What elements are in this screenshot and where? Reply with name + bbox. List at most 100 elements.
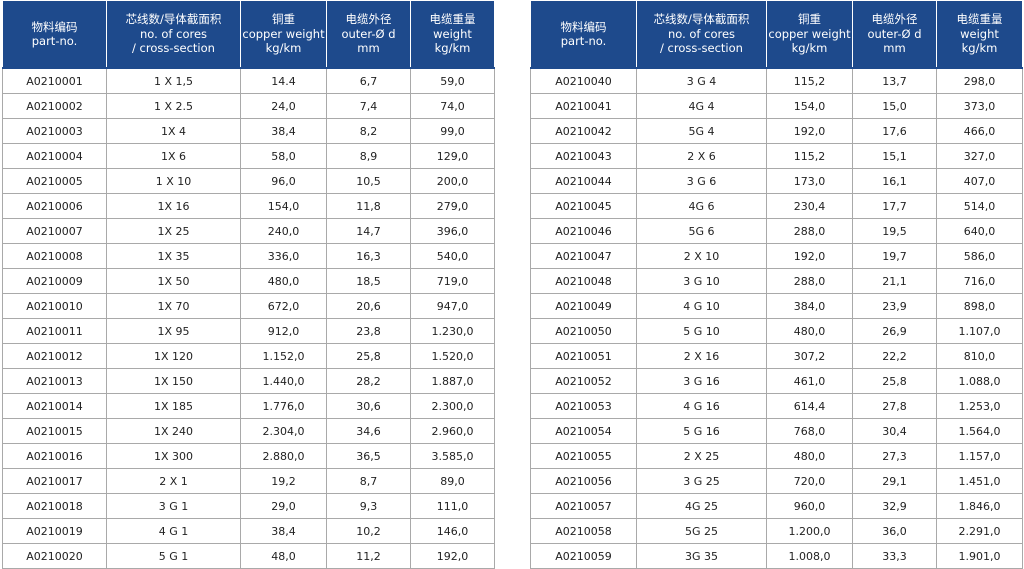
cable-weight-cell: 1.230,0 (410, 318, 495, 344)
outer-diameter-cell: 36,0 (852, 518, 937, 544)
copper-weight-cell: 1.152,0 (240, 343, 327, 369)
copper-weight-cell: 192,0 (766, 243, 853, 269)
copper-weight-cell: 240,0 (240, 218, 327, 244)
cores-cell: 3 G 1 (106, 493, 241, 519)
cable-weight-cell: 1.846,0 (936, 493, 1023, 519)
cable-weight-cell: 146,0 (410, 518, 495, 544)
part-no-cell: A0210052 (530, 368, 637, 394)
cable-weight-cell: 298,0 (936, 67, 1023, 94)
outer-diameter-cell: 22,2 (852, 343, 937, 369)
cable-spec-table-left: 物料编码 part-no. 芯线数/导体截面积 no. of cores / cros… (2, 0, 495, 569)
cable-weight-cell: 3.585,0 (410, 443, 495, 469)
cores-cell: 5G 6 (636, 218, 767, 244)
cores-cell: 1X 185 (106, 393, 241, 419)
table-row: A0210041 4G 4 154,0 15,0 373,0 (530, 93, 1023, 119)
table-row: A0210019 4 G 1 38,4 10,2 146,0 (2, 518, 495, 544)
header-cable-weight: 电缆重量 weight kg/km (410, 0, 495, 69)
cores-cell: 1X 300 (106, 443, 241, 469)
cable-weight-cell: 407,0 (936, 168, 1023, 194)
table-row: A0210018 3 G 1 29,0 9,3 111,0 (2, 493, 495, 519)
copper-weight-cell: 154,0 (240, 193, 327, 219)
outer-diameter-cell: 15,1 (852, 143, 937, 169)
cores-cell: 2 X 16 (636, 343, 767, 369)
cores-cell: 5 G 16 (636, 418, 767, 444)
copper-weight-cell: 336,0 (240, 243, 327, 269)
outer-diameter-cell: 8,9 (326, 143, 411, 169)
cores-cell: 4 G 1 (106, 518, 241, 544)
copper-weight-cell: 307,2 (766, 343, 853, 369)
outer-diameter-cell: 7,4 (326, 93, 411, 119)
table-row: A0210052 3 G 16 461,0 25,8 1.088,0 (530, 368, 1023, 394)
part-no-cell: A0210020 (2, 543, 107, 569)
cores-cell: 1 X 1,5 (106, 67, 241, 94)
copper-weight-cell: 38,4 (240, 518, 327, 544)
outer-diameter-cell: 11,8 (326, 193, 411, 219)
part-no-cell: A0210049 (530, 293, 637, 319)
part-no-cell: A0210003 (2, 118, 107, 144)
outer-diameter-cell: 29,1 (852, 468, 937, 494)
cable-weight-cell: 640,0 (936, 218, 1023, 244)
table-row: A0210017 2 X 1 19,2 8,7 89,0 (2, 468, 495, 494)
table-row: A0210005 1 X 10 96,0 10,5 200,0 (2, 168, 495, 194)
outer-diameter-cell: 19,5 (852, 218, 937, 244)
cable-weight-cell: 89,0 (410, 468, 495, 494)
outer-diameter-cell: 23,8 (326, 318, 411, 344)
part-no-cell: A0210056 (530, 468, 637, 494)
cores-cell: 1X 6 (106, 143, 241, 169)
part-no-cell: A0210014 (2, 393, 107, 419)
part-no-cell: A0210055 (530, 443, 637, 469)
header-copper-weight: 铜重 copper weight kg/km (766, 0, 853, 69)
cable-weight-cell: 810,0 (936, 343, 1023, 369)
outer-diameter-cell: 19,7 (852, 243, 937, 269)
copper-weight-cell: 19,2 (240, 468, 327, 494)
cable-weight-cell: 514,0 (936, 193, 1023, 219)
outer-diameter-cell: 26,9 (852, 318, 937, 344)
cores-cell: 4G 6 (636, 193, 767, 219)
part-no-cell: A0210058 (530, 518, 637, 544)
header-copper-weight: 铜重 copper weight kg/km (240, 0, 327, 69)
cores-cell: 3 G 25 (636, 468, 767, 494)
outer-diameter-cell: 10,5 (326, 168, 411, 194)
part-no-cell: A0210040 (530, 67, 637, 94)
cable-weight-cell: 373,0 (936, 93, 1023, 119)
cores-cell: 4G 4 (636, 93, 767, 119)
cores-cell: 5G 4 (636, 118, 767, 144)
copper-weight-cell: 115,2 (766, 67, 853, 94)
outer-diameter-cell: 17,6 (852, 118, 937, 144)
table-header-row: 物料编码 part-no. 芯线数/导体截面积 no. of cores / cros… (530, 0, 1023, 69)
table-row: A0210053 4 G 16 614,4 27,8 1.253,0 (530, 393, 1023, 419)
part-no-cell: A0210005 (2, 168, 107, 194)
outer-diameter-cell: 11,2 (326, 543, 411, 569)
outer-diameter-cell: 8,2 (326, 118, 411, 144)
cores-cell: 1X 16 (106, 193, 241, 219)
table-row: A0210004 1X 6 58,0 8,9 129,0 (2, 143, 495, 169)
cable-spec-table-right: 物料编码 part-no. 芯线数/导体截面积 no. of cores / cros… (530, 0, 1023, 569)
cores-cell: 4 G 10 (636, 293, 767, 319)
part-no-cell: A0210013 (2, 368, 107, 394)
outer-diameter-cell: 14,7 (326, 218, 411, 244)
cable-weight-cell: 719,0 (410, 268, 495, 294)
cable-weight-cell: 2.960,0 (410, 418, 495, 444)
copper-weight-cell: 230,4 (766, 193, 853, 219)
header-cable-weight: 电缆重量 weight kg/km (936, 0, 1023, 69)
outer-diameter-cell: 27,8 (852, 393, 937, 419)
outer-diameter-cell: 20,6 (326, 293, 411, 319)
outer-diameter-cell: 21,1 (852, 268, 937, 294)
cores-cell: 1X 70 (106, 293, 241, 319)
cores-cell: 3G 35 (636, 543, 767, 569)
cable-weight-cell: 898,0 (936, 293, 1023, 319)
outer-diameter-cell: 6,7 (326, 67, 411, 94)
part-no-cell: A0210016 (2, 443, 107, 469)
cable-weight-cell: 716,0 (936, 268, 1023, 294)
cores-cell: 3 G 16 (636, 368, 767, 394)
table-row: A0210049 4 G 10 384,0 23,9 898,0 (530, 293, 1023, 319)
cable-weight-cell: 74,0 (410, 93, 495, 119)
part-no-cell: A0210043 (530, 143, 637, 169)
outer-diameter-cell: 28,2 (326, 368, 411, 394)
outer-diameter-cell: 17,7 (852, 193, 937, 219)
copper-weight-cell: 288,0 (766, 218, 853, 244)
cores-cell: 4 G 16 (636, 393, 767, 419)
copper-weight-cell: 384,0 (766, 293, 853, 319)
cable-weight-cell: 1.451,0 (936, 468, 1023, 494)
copper-weight-cell: 461,0 (766, 368, 853, 394)
